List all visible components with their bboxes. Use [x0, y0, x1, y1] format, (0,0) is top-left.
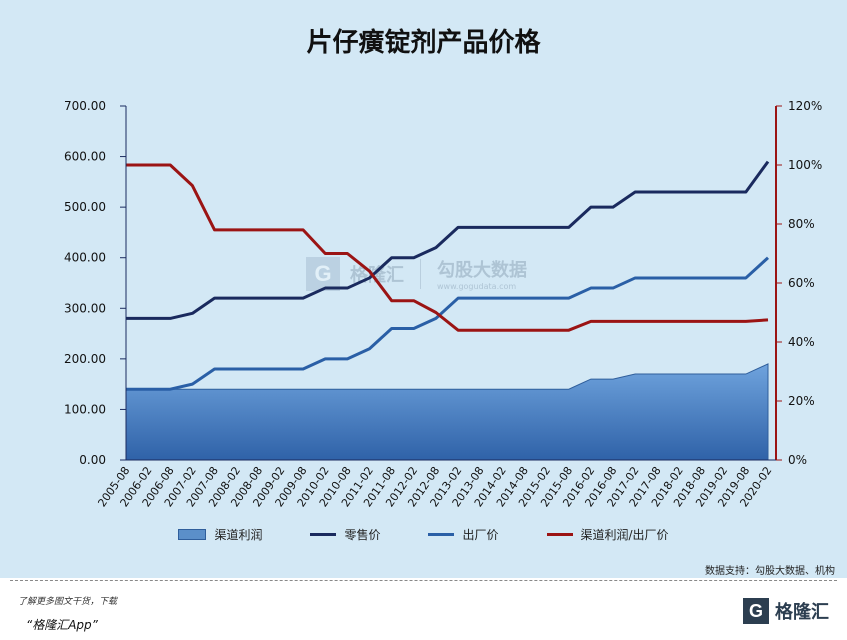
factory-price-line — [126, 256, 770, 391]
right-tick-label: 80% — [788, 217, 815, 231]
profit-ratio-line — [126, 163, 769, 332]
right-tick-label: 100% — [788, 158, 822, 172]
right-tick-label: 120% — [788, 99, 822, 113]
x-axis: 2005-082006-022006-082007-022007-082008-… — [95, 459, 776, 509]
right-tick-label: 40% — [788, 335, 815, 349]
legend-item-factory: 出厂价 — [428, 526, 499, 543]
logo-icon: G — [743, 598, 769, 624]
left-axis: 0.00 100.00 200.00 300.00 400.00 500.00 600.00… — [64, 99, 127, 467]
legend-item-retail: 零售价 — [310, 526, 380, 543]
legend-swatch-area — [178, 529, 207, 540]
retail-price-line — [126, 160, 770, 320]
legend-swatch-line — [546, 533, 573, 536]
area-series — [125, 363, 769, 461]
line-series — [126, 160, 770, 391]
legend-swatch-line — [428, 533, 455, 536]
legend-label: 出厂价 — [462, 528, 499, 542]
footer-cta: 了解更多图文干货，下载 — [18, 597, 118, 607]
source-note: 数据支持：勾股大数据、机构 — [705, 566, 835, 577]
legend-label: 渠道利润 — [214, 528, 263, 542]
left-tick-label: 100.00 — [64, 402, 106, 416]
left-tick-label: 700.00 — [64, 99, 106, 113]
chart-panel — [0, 0, 847, 578]
footer-app-name: “格隆汇App” — [26, 618, 98, 632]
left-tick-label: 0.00 — [79, 453, 106, 467]
right-tick-label: 0% — [788, 453, 807, 467]
chart-svg: 0.00 100.00 200.00 300.00 400.00 500.00 600.00… — [64, 99, 822, 509]
left-tick-label: 300.00 — [64, 301, 106, 315]
left-tick-label: 600.00 — [64, 150, 106, 164]
right-tick-label: 60% — [788, 276, 815, 290]
left-tick-label: 400.00 — [64, 251, 106, 265]
legend-swatch-line — [310, 533, 337, 536]
legend: 渠道利润 零售价 出厂价 渠道利润/出厂价 — [0, 526, 847, 543]
legend-item-ratio: 渠道利润/出厂价 — [546, 526, 669, 543]
left-tick-label: 200.00 — [64, 352, 106, 366]
chart-title: 片仔癀锭剂产品价格 — [306, 28, 541, 58]
right-tick-label: 20% — [788, 394, 815, 408]
right-axis: 0% 20% 40% 60% 80% 100% 120% — [775, 99, 822, 467]
logo-text: 格隆汇 — [775, 602, 829, 623]
footer-divider — [10, 580, 837, 581]
footer-logo: G 格隆汇 — [743, 598, 829, 624]
legend-item-channel-profit: 渠道利润 — [178, 526, 262, 543]
left-tick-label: 500.00 — [64, 200, 106, 214]
legend-label: 零售价 — [344, 528, 381, 542]
legend-label: 渠道利润/出厂价 — [580, 528, 669, 542]
channel-profit-area — [125, 363, 769, 461]
